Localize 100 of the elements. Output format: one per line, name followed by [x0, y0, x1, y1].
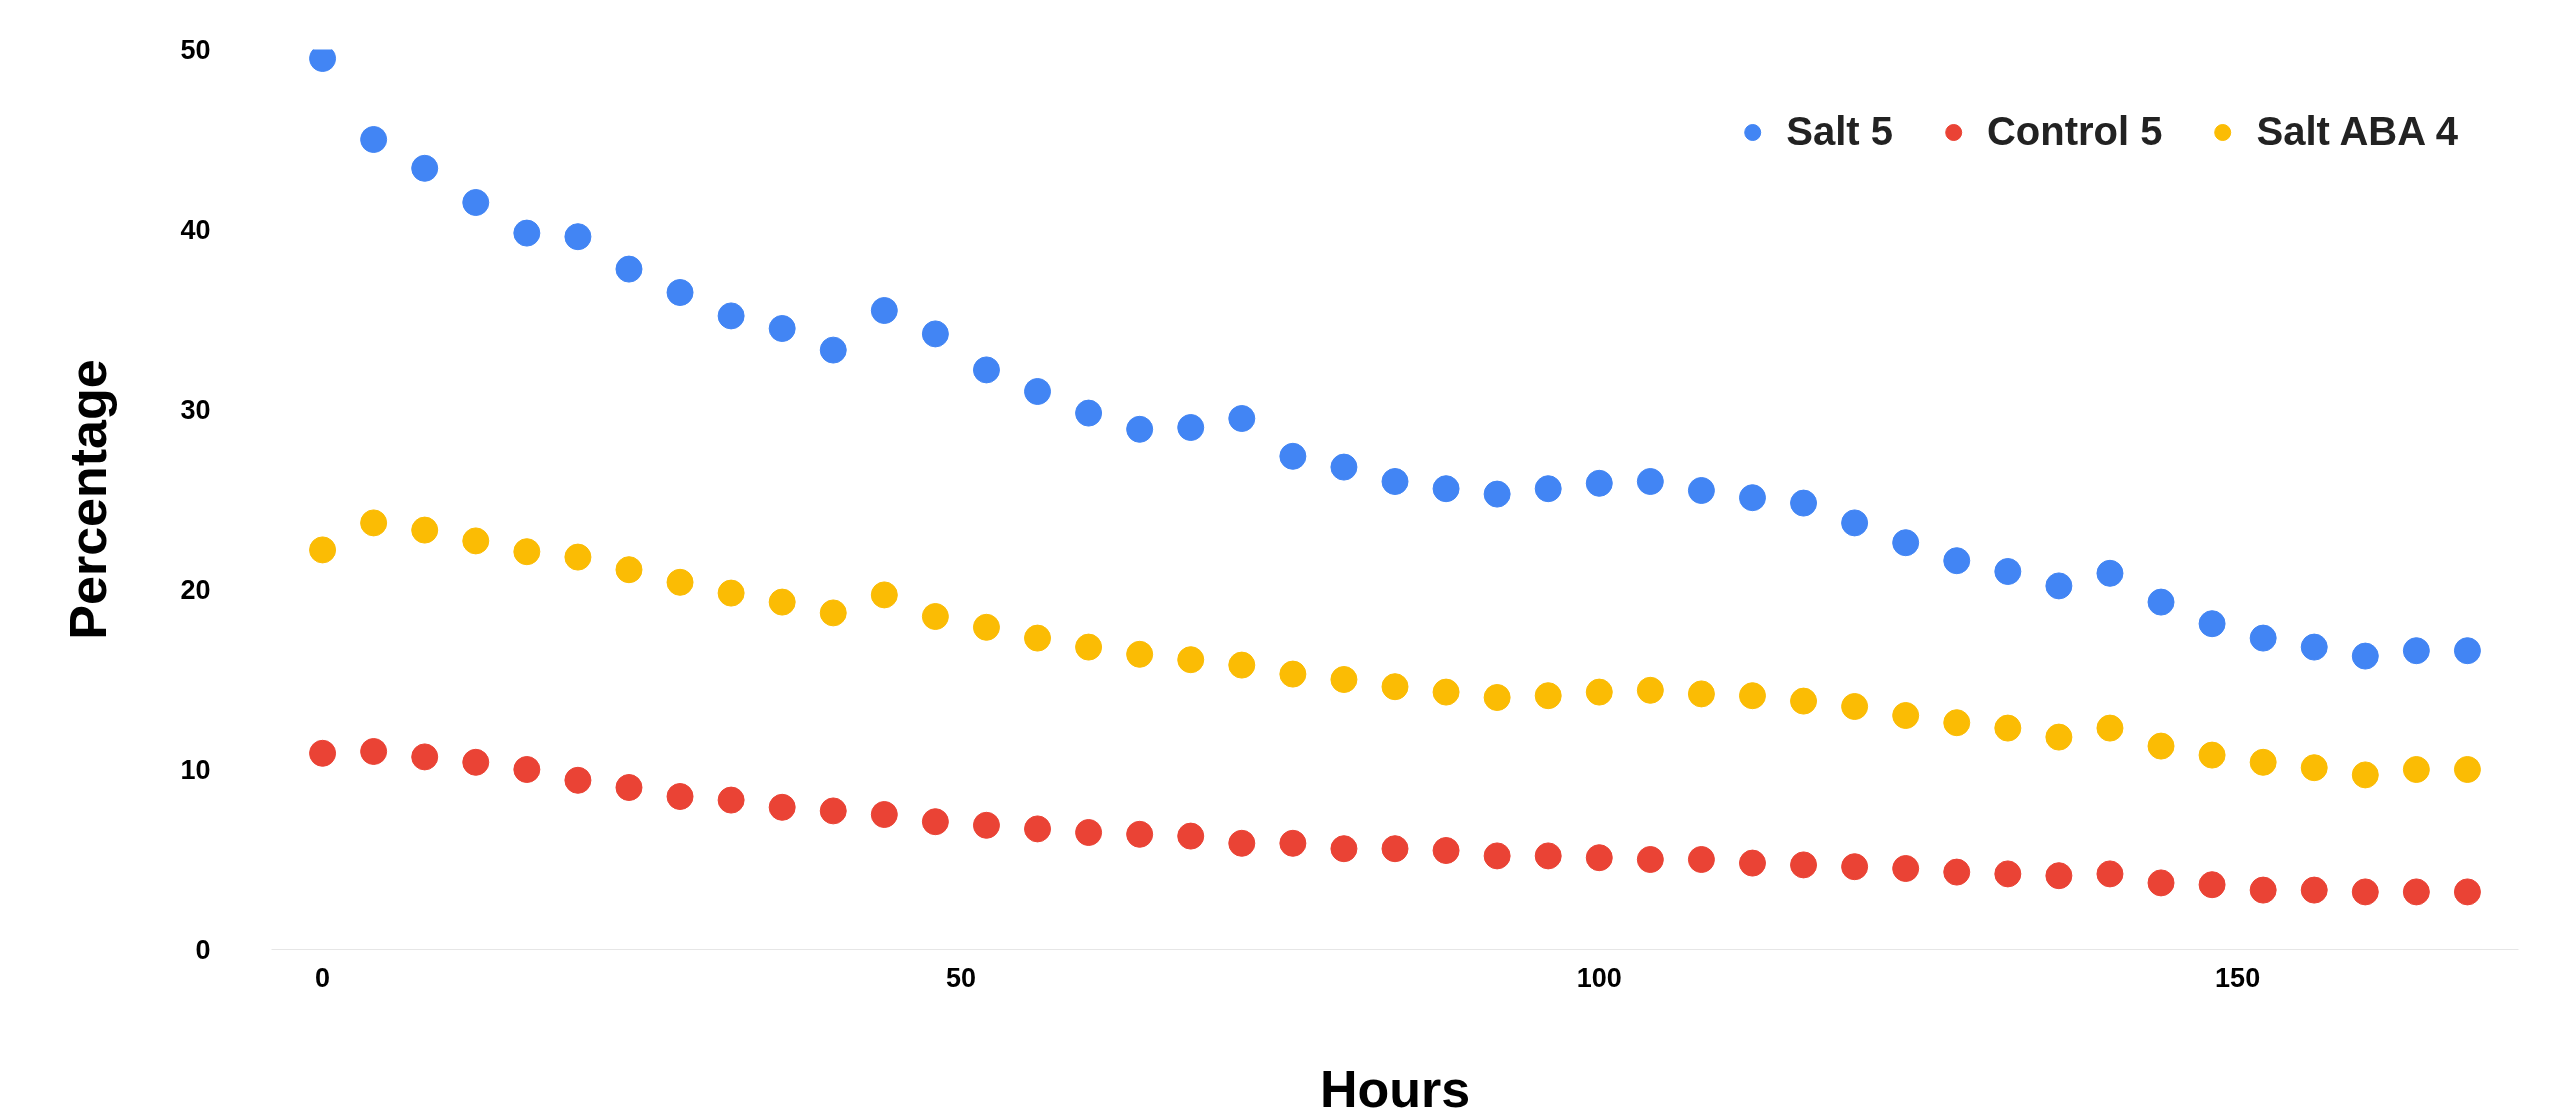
point — [2147, 588, 2175, 616]
point — [1024, 815, 1052, 843]
point — [870, 581, 898, 609]
point — [1687, 477, 1715, 504]
point — [870, 297, 898, 324]
point — [1228, 829, 1256, 857]
y-tick-label: 20 — [180, 575, 211, 605]
point — [972, 811, 1000, 839]
point — [1892, 529, 1920, 557]
point — [1483, 480, 1511, 508]
point — [2045, 572, 2073, 600]
point — [1585, 469, 1613, 497]
y-tick-label: 0 — [195, 935, 211, 965]
point — [1534, 842, 1562, 870]
point — [819, 797, 847, 825]
point — [1790, 687, 1818, 715]
point — [1432, 837, 1460, 864]
point — [1738, 484, 1766, 512]
point — [1687, 846, 1715, 873]
point — [921, 603, 949, 630]
point — [1075, 819, 1103, 846]
point — [768, 315, 796, 342]
point — [2045, 862, 2073, 890]
point — [1330, 666, 1358, 693]
point — [2096, 559, 2124, 587]
point — [2249, 624, 2277, 652]
point — [1483, 842, 1511, 870]
point — [1432, 475, 1460, 503]
point — [513, 756, 541, 783]
point — [564, 223, 592, 251]
point — [2300, 754, 2328, 782]
point — [513, 219, 541, 247]
point — [1790, 851, 1818, 879]
point — [1636, 468, 1664, 495]
point — [972, 356, 1000, 384]
point — [1738, 682, 1766, 710]
point — [1994, 860, 2022, 888]
point — [411, 516, 439, 544]
point — [564, 766, 592, 794]
point — [309, 739, 337, 767]
point — [2402, 878, 2430, 906]
point — [1024, 624, 1052, 652]
point — [1381, 835, 1409, 863]
y-tick-label: 30 — [180, 395, 211, 425]
point — [1330, 835, 1358, 863]
point — [1024, 378, 1052, 405]
point — [1687, 680, 1715, 708]
point — [1534, 682, 1562, 710]
point — [1636, 676, 1664, 704]
point — [1075, 633, 1103, 661]
point — [2249, 748, 2277, 776]
point — [819, 336, 847, 364]
point — [1841, 853, 1869, 881]
point — [2147, 869, 2175, 897]
point — [2351, 642, 2379, 670]
point — [1841, 693, 1869, 720]
x-tick-label: 0 — [315, 962, 331, 993]
legend-label: Control 5 — [1986, 109, 2163, 154]
y-axis-title: Percentage — [59, 359, 118, 640]
point — [717, 302, 745, 330]
point — [2147, 732, 2175, 760]
point — [615, 255, 643, 283]
legend-label: Salt ABA 4 — [2256, 109, 2458, 154]
point — [513, 538, 541, 566]
point — [1177, 414, 1205, 441]
point — [1330, 453, 1358, 481]
point — [309, 536, 337, 564]
point — [2402, 637, 2430, 665]
legend-label: Salt 5 — [1786, 109, 1893, 154]
point — [666, 783, 694, 810]
point — [1279, 829, 1307, 857]
y-tick-label: 50 — [180, 35, 211, 65]
point — [768, 588, 796, 616]
point — [1126, 415, 1154, 443]
y-tick-label: 40 — [180, 215, 211, 245]
point — [2453, 756, 2481, 783]
point — [1279, 660, 1307, 688]
point — [1585, 844, 1613, 872]
point — [462, 189, 490, 216]
point — [666, 279, 694, 306]
point — [2198, 610, 2226, 638]
point — [1075, 399, 1103, 427]
point — [1892, 855, 1920, 882]
point — [1228, 651, 1256, 679]
point — [2198, 741, 2226, 769]
point — [1534, 475, 1562, 503]
point — [1177, 822, 1205, 850]
point — [1841, 509, 1869, 537]
point — [1738, 849, 1766, 877]
point — [921, 320, 949, 348]
point — [2351, 761, 2379, 789]
point — [717, 579, 745, 607]
point — [1228, 405, 1256, 432]
point — [819, 599, 847, 627]
point — [1381, 468, 1409, 495]
point — [2453, 878, 2481, 906]
point — [768, 793, 796, 821]
x-tick-label: 150 — [2215, 962, 2261, 993]
point — [2402, 756, 2430, 783]
point — [870, 801, 898, 828]
